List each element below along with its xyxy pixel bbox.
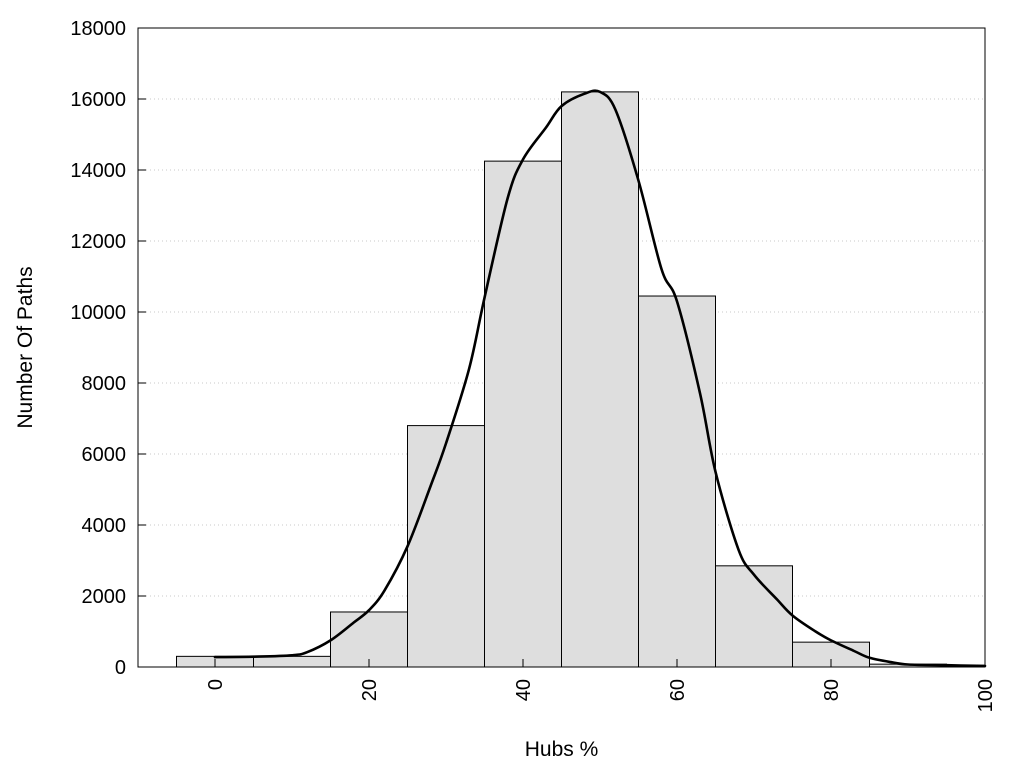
y-tick-label: 14000	[70, 160, 126, 182]
density-curve	[213, 89, 987, 668]
y-axis-label: Number Of Paths	[14, 266, 37, 428]
x-tick-label: 0	[205, 679, 227, 690]
y-tick-label: 12000	[70, 231, 126, 253]
x-tick-label: 100	[975, 679, 997, 712]
histogram-bar	[715, 565, 793, 668]
y-tick-label: 0	[115, 657, 126, 679]
histogram-bar	[330, 611, 408, 668]
x-tick-label: 20	[359, 679, 381, 701]
x-tick-label: 40	[513, 679, 535, 701]
histogram-bar	[253, 655, 331, 668]
y-tick-label: 2000	[82, 586, 127, 608]
histogram-bar	[407, 425, 485, 668]
x-tick-label: 60	[667, 679, 689, 701]
x-tick-label: 80	[821, 679, 843, 701]
y-tick-label: 10000	[70, 302, 126, 324]
y-tick-label: 4000	[82, 515, 127, 537]
y-tick-label: 18000	[70, 18, 126, 40]
x-axis-ticks: 0 20 40 60 80 100	[205, 659, 997, 712]
y-axis-ticks: 0 2000 4000 6000 8000 10000 12000 14000 16000 180…	[70, 18, 146, 679]
histogram-bar	[638, 295, 716, 668]
y-tick-label: 8000	[82, 373, 127, 395]
x-axis-label: Hubs %	[525, 738, 599, 761]
y-tick-label: 16000	[70, 89, 126, 111]
plot-frame	[137, 27, 986, 668]
histogram-bar	[561, 91, 639, 668]
histogram-bar	[484, 160, 562, 668]
y-tick-label: 6000	[82, 444, 127, 466]
histogram-bars	[176, 91, 986, 668]
histogram-bar	[792, 641, 870, 668]
